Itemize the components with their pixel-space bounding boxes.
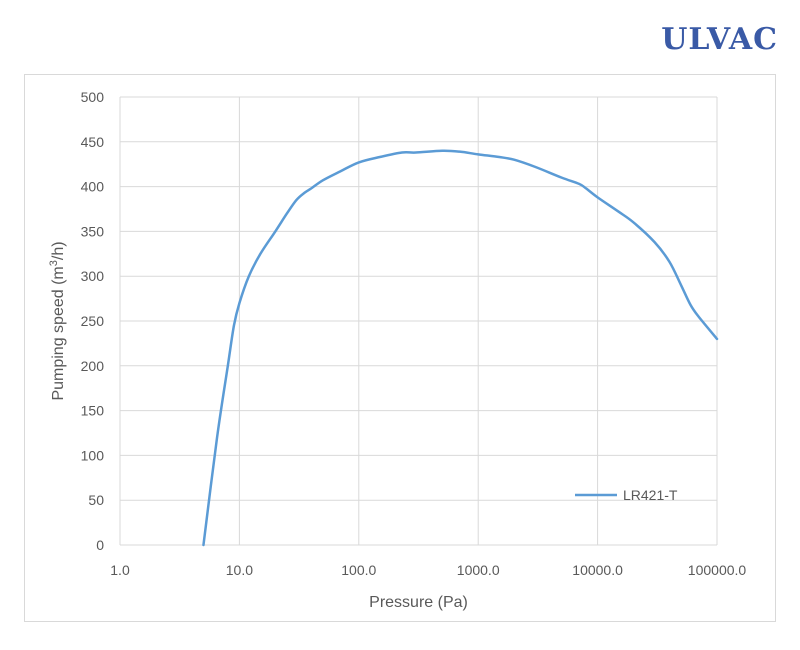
y-tick-labels: 0 50 100 150 200 250 300 350 400 450 500 (81, 89, 105, 553)
series-line-lr421-t (202, 149, 719, 547)
x-tick-label: 1000.0 (457, 562, 500, 578)
legend: LR421-T (575, 487, 678, 503)
chart-frame: 1.0 10.0 100.0 1000.0 10000.0 100000.0 0 50 100… (24, 74, 776, 622)
x-tick-labels: 1.0 10.0 100.0 1000.0 10000.0 100000.0 (110, 562, 746, 578)
x-tick-label: 1.0 (110, 562, 130, 578)
legend-label: LR421-T (623, 487, 678, 503)
pumping-speed-chart: 1.0 10.0 100.0 1000.0 10000.0 100000.0 0 50 100… (48, 89, 746, 611)
y-tick-label: 450 (81, 134, 105, 150)
y-tick-label: 50 (88, 492, 104, 508)
y-axis-title-superscript: 3 (48, 260, 60, 266)
y-tick-label: 200 (81, 358, 105, 374)
x-tick-label: 100.0 (341, 562, 376, 578)
grid-lines (119, 96, 718, 546)
x-tick-label: 10000.0 (572, 562, 623, 578)
y-axis-title-main: Pumping speed (m (50, 266, 67, 400)
y-axis-title-tail: /h) (50, 241, 67, 260)
y-tick-label: 350 (81, 223, 105, 239)
ulvac-logo: ULVAC (661, 22, 778, 57)
x-axis-title: Pressure (Pa) (369, 594, 468, 611)
y-tick-label: 150 (81, 403, 105, 419)
y-tick-label: 0 (96, 537, 104, 553)
y-tick-label: 250 (81, 313, 105, 329)
y-tick-label: 400 (81, 179, 105, 195)
y-tick-label: 100 (81, 447, 105, 463)
y-axis-title: Pumping speed (m3/h) (48, 241, 67, 400)
y-tick-label: 300 (81, 268, 105, 284)
x-tick-label: 10.0 (226, 562, 253, 578)
series-layer (202, 149, 719, 547)
x-tick-label: 100000.0 (688, 562, 747, 578)
y-tick-label: 500 (81, 89, 105, 105)
